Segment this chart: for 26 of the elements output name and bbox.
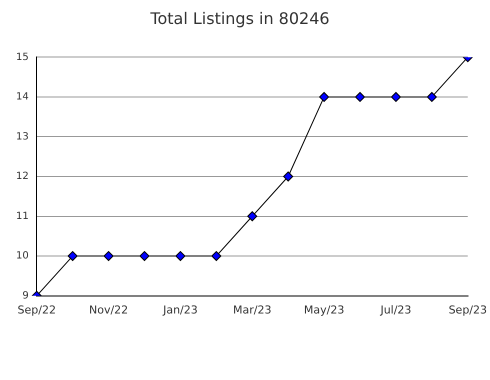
point (390, 92, 401, 102)
x-tick-label: Nov/22 (88, 303, 128, 316)
point (283, 172, 294, 182)
y-tick-label: 14 (16, 92, 29, 103)
x-tick-label: Jan/23 (162, 303, 198, 316)
point (139, 251, 150, 262)
x-tick-label: Sep/22 (18, 303, 56, 316)
x-tick-label: Sep/23 (448, 303, 487, 316)
y-tick-label: 9 (22, 290, 29, 302)
point (355, 92, 366, 102)
y-tick-label: 10 (16, 250, 29, 262)
point (247, 211, 258, 222)
point (104, 251, 114, 262)
chart-title: Total Listings in 80246 (149, 8, 330, 28)
x-tick-label: Jul/23 (379, 303, 412, 316)
y-tick-label: 13 (16, 131, 29, 142)
x-tick-label: May/23 (304, 303, 344, 316)
y-tick-label: 11 (16, 210, 29, 222)
point (68, 251, 78, 262)
point (319, 92, 330, 102)
point (426, 92, 437, 102)
y-tick-label: 12 (16, 171, 29, 182)
y-tick-label: 15 (16, 52, 29, 63)
point (211, 251, 222, 262)
point (175, 251, 186, 262)
x-tick-label: Mar/23 (233, 303, 272, 316)
